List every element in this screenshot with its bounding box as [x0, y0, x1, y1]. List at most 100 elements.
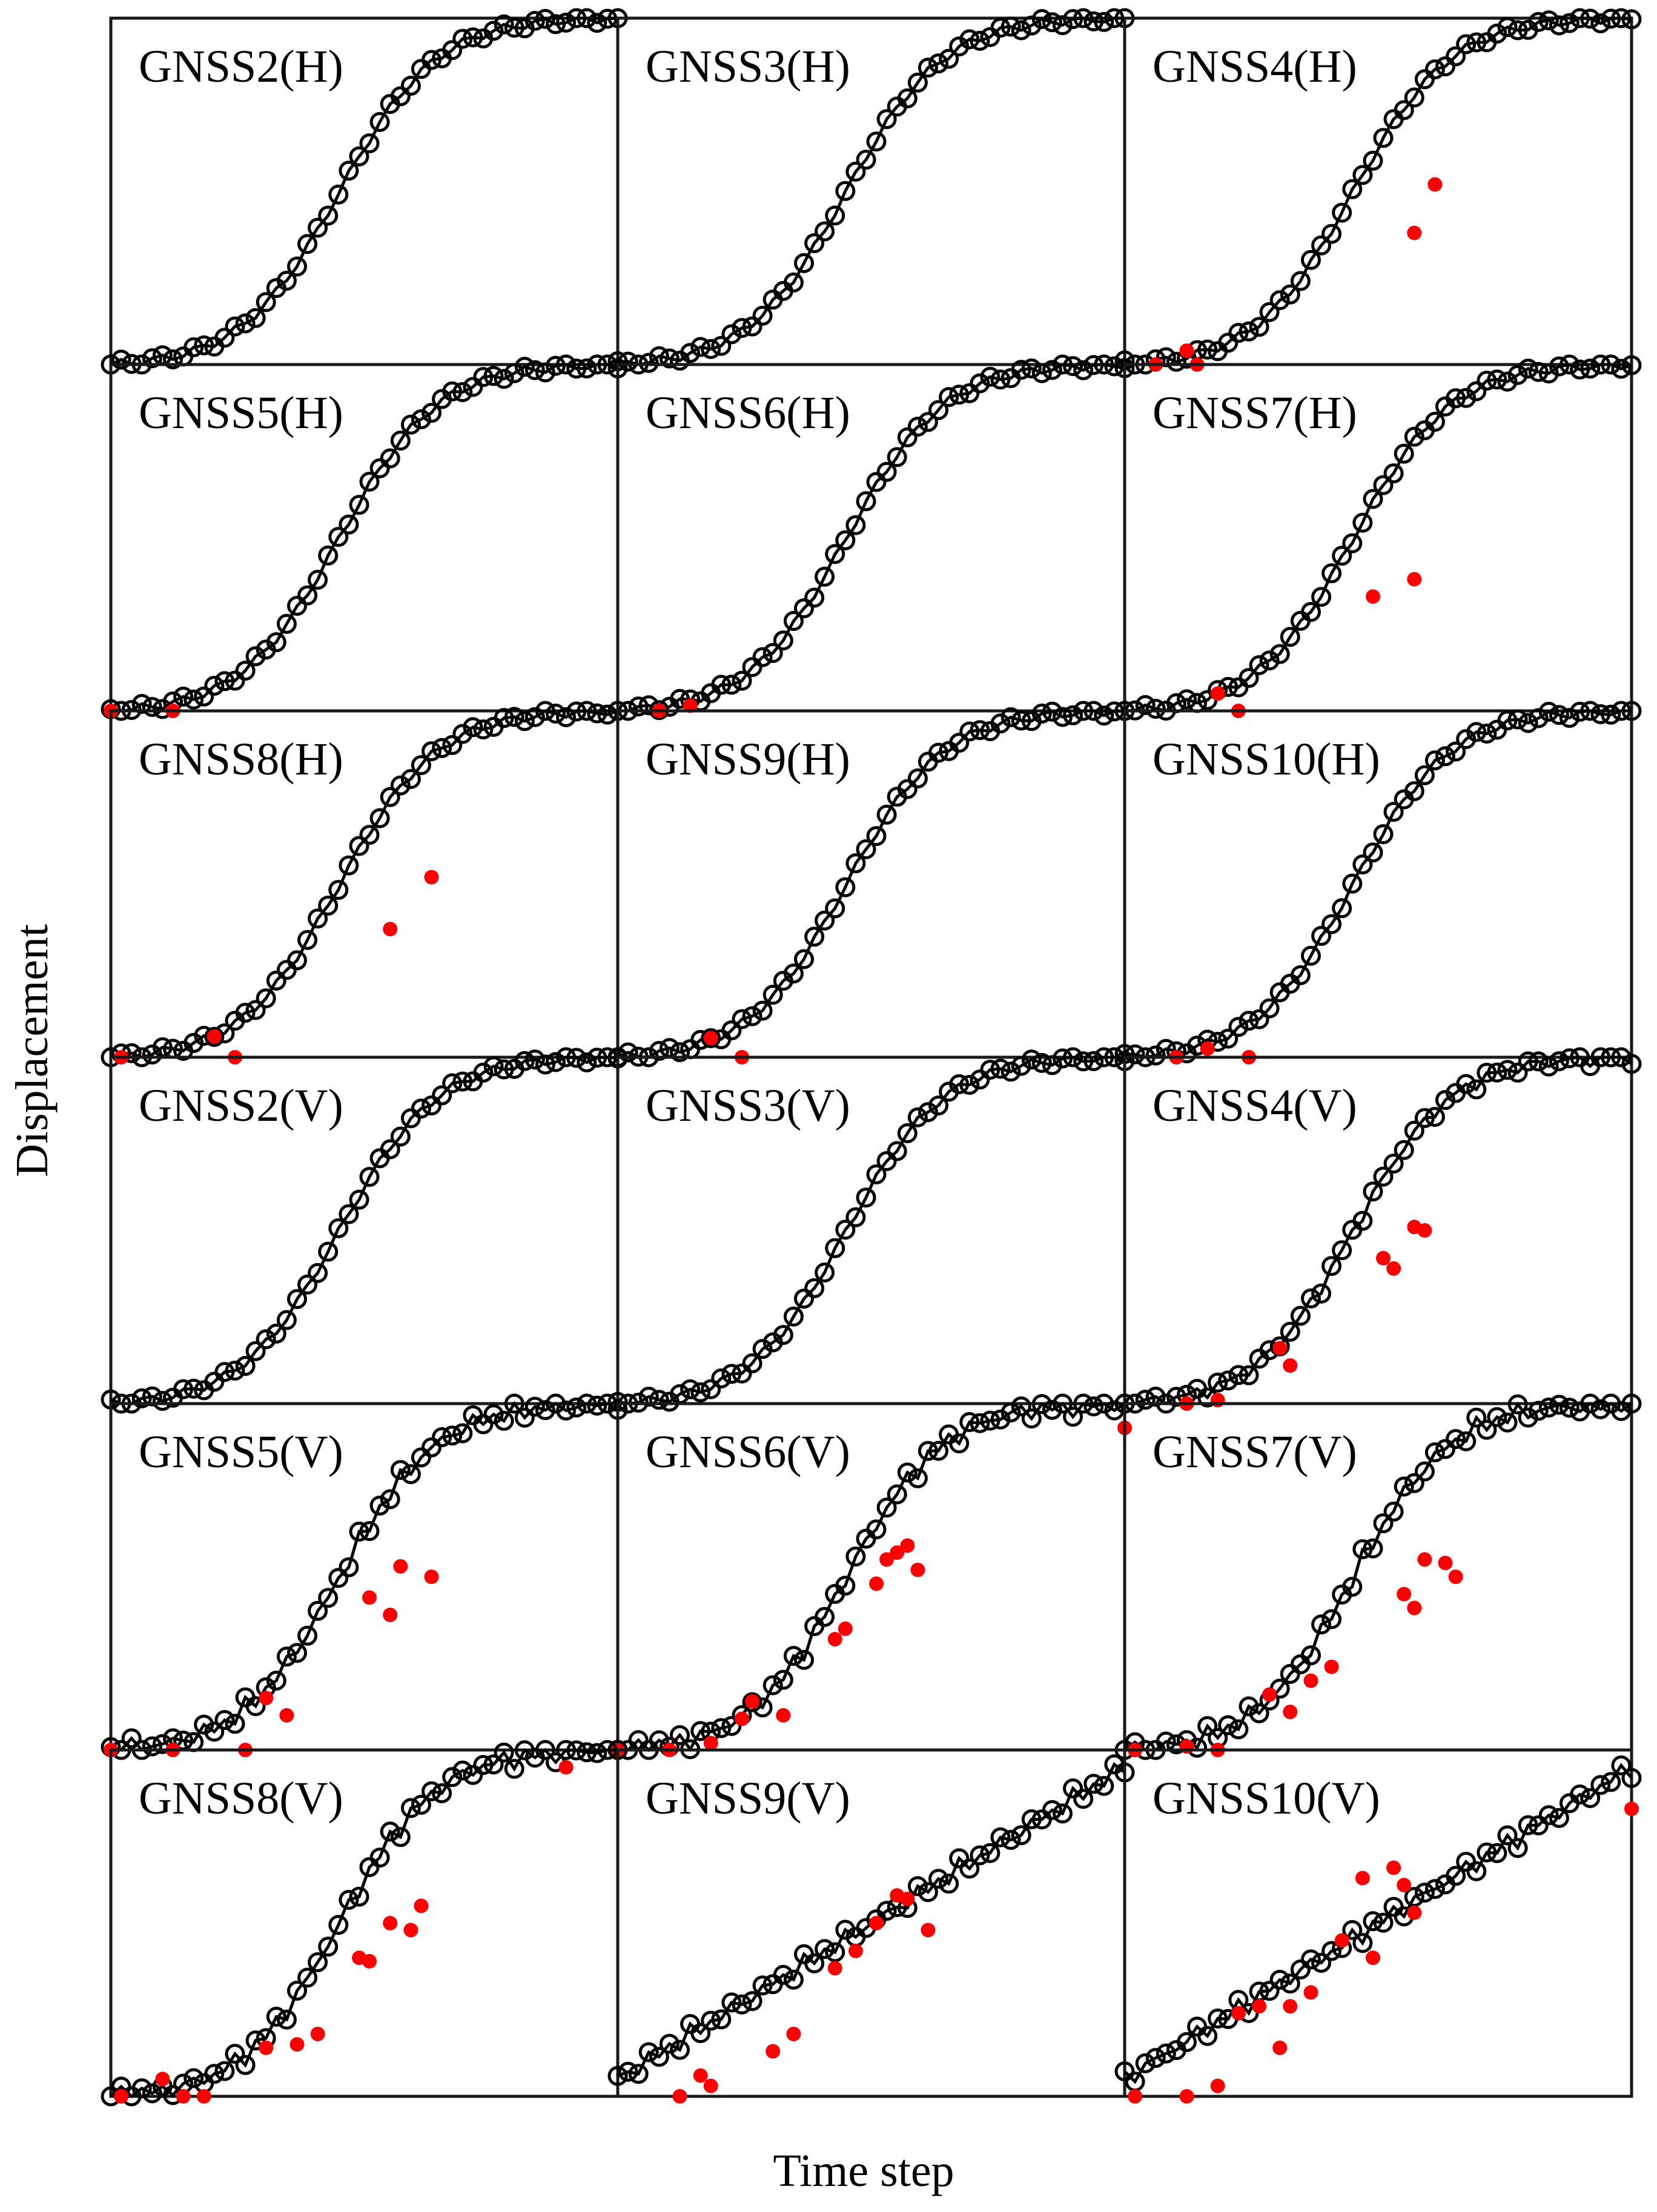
- data-point: [297, 1967, 318, 1988]
- data-point: [1373, 1513, 1394, 1534]
- data-point: [587, 1395, 607, 1416]
- data-point: [1446, 46, 1466, 67]
- panel-gnss10-v-: GNSS10(V): [1114, 1748, 1642, 2104]
- data-point: [1414, 1108, 1435, 1128]
- data-point: [452, 1071, 473, 1092]
- data-point: [535, 8, 555, 29]
- data-point: [1580, 1788, 1601, 1808]
- data-point: [773, 630, 793, 651]
- outlier-point: [776, 1708, 791, 1723]
- data-point: [566, 358, 587, 379]
- data-point: [328, 880, 349, 900]
- data-point: [1590, 1775, 1611, 1795]
- data-point: [959, 29, 980, 50]
- outlier-point: [259, 2040, 274, 2055]
- data-point: [1063, 1778, 1083, 1798]
- data-point: [980, 366, 1000, 387]
- data-point: [1621, 9, 1642, 30]
- panel-gnss9-h-: GNSS9(H): [607, 701, 1135, 1068]
- data-point: [1125, 1044, 1145, 1065]
- data-point: [214, 328, 235, 348]
- data-point: [742, 1991, 762, 2012]
- data-point: [287, 256, 307, 277]
- data-point: [1466, 32, 1487, 53]
- data-point: [1363, 489, 1383, 509]
- outlier-point: [1407, 225, 1422, 240]
- outlier-point: [672, 2089, 687, 2104]
- outlier-point: [869, 1576, 884, 1591]
- panel-title: GNSS6(V): [646, 1427, 850, 1477]
- data-point: [1063, 1407, 1083, 1427]
- data-point: [949, 385, 970, 405]
- data-point: [1094, 1775, 1114, 1796]
- data-point: [1538, 1398, 1559, 1418]
- data-point: [1021, 358, 1042, 378]
- outlier-point: [1438, 1556, 1453, 1571]
- data-point: [721, 675, 742, 695]
- data-point: [1083, 11, 1104, 31]
- panel-title: GNSS10(H): [1153, 734, 1380, 785]
- data-point: [152, 1391, 173, 1411]
- outlier-point: [900, 1538, 915, 1553]
- data-point: [235, 313, 256, 334]
- data-point: [866, 472, 887, 492]
- panel-gnss8-v-: GNSS8(V): [101, 1740, 628, 2107]
- data-point: [1280, 284, 1300, 305]
- series-line: [110, 1401, 619, 1752]
- data-point: [1414, 765, 1435, 785]
- data-point: [1424, 1107, 1445, 1127]
- data-point: [1301, 602, 1321, 622]
- data-point: [276, 1310, 297, 1330]
- data-point: [349, 1886, 369, 1907]
- data-point: [618, 351, 638, 372]
- panel-gnss4-v-: GNSS4(V): [1114, 1047, 1642, 1414]
- data-point: [1031, 703, 1052, 724]
- data-point: [1197, 2025, 1218, 2046]
- data-point: [939, 387, 959, 408]
- data-point: [762, 985, 783, 1005]
- data-point: [400, 76, 421, 96]
- data-point: [214, 2061, 235, 2081]
- data-point: [1083, 1396, 1104, 1417]
- data-point: [1363, 1911, 1383, 1932]
- data-point: [1570, 8, 1590, 28]
- data-point: [577, 8, 597, 28]
- data-point: [701, 1379, 721, 1399]
- data-point: [369, 112, 390, 132]
- data-point: [1073, 8, 1094, 28]
- data-point: [256, 988, 276, 1009]
- data-point: [1414, 1461, 1435, 1482]
- data-point: [804, 233, 825, 254]
- data-point: [1269, 1970, 1290, 1990]
- data-point: [1290, 271, 1311, 291]
- data-point: [1000, 1402, 1021, 1423]
- data-point: [815, 1939, 835, 1959]
- data-point: [1301, 249, 1321, 270]
- data-point: [184, 1378, 204, 1399]
- data-point: [1590, 354, 1611, 375]
- data-point: [587, 1743, 607, 1763]
- outlier-point: [745, 1694, 760, 1709]
- data-point: [380, 1489, 400, 1510]
- data-point: [897, 779, 918, 799]
- data-point: [1042, 1055, 1062, 1075]
- data-point: [1580, 701, 1601, 721]
- data-point: [959, 1412, 980, 1432]
- data-point: [887, 1141, 907, 1161]
- data-point: [173, 686, 194, 707]
- data-point: [400, 414, 421, 435]
- outlier-point: [1386, 1261, 1401, 1276]
- data-point: [390, 431, 411, 451]
- data-point: [752, 1000, 773, 1021]
- data-point: [649, 1041, 669, 1061]
- data-point: [483, 366, 504, 386]
- data-point: [235, 661, 256, 681]
- data-point: [1166, 352, 1186, 372]
- data-point: [866, 1519, 887, 1540]
- data-point: [1021, 1408, 1042, 1429]
- outlier-point: [827, 1632, 842, 1646]
- data-point: [142, 1736, 162, 1757]
- data-point: [732, 318, 752, 338]
- data-point: [1621, 1393, 1642, 1414]
- data-point: [256, 292, 276, 312]
